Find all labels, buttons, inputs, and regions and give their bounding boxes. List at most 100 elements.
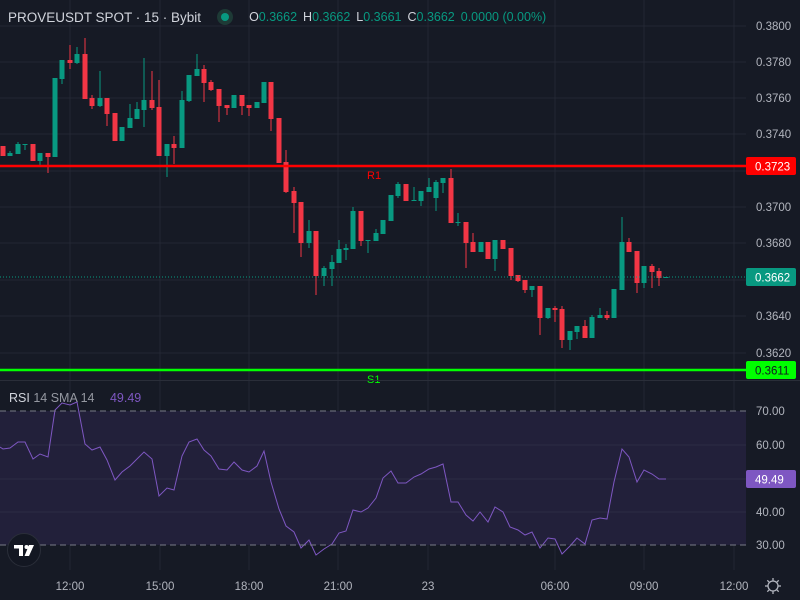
- candle: [134, 102, 140, 119]
- candle: [149, 71, 155, 110]
- low-value: 0.3661: [363, 10, 402, 24]
- symbol-title[interactable]: PROVEUSDT SPOT · 15 · Bybit: [8, 9, 202, 25]
- candle: [112, 113, 118, 141]
- candle: [508, 248, 514, 280]
- rsi-tick-label: 30.00: [756, 540, 785, 552]
- candle-body: [52, 78, 58, 157]
- candle: [201, 65, 207, 102]
- candle: [82, 38, 88, 99]
- candle-body: [329, 262, 335, 269]
- candle-body: [30, 144, 36, 161]
- candle-body: [298, 202, 304, 243]
- candle: [358, 211, 364, 246]
- candle: [448, 169, 454, 223]
- candle: [343, 244, 349, 260]
- candle-body: [448, 178, 454, 223]
- candle: [455, 213, 461, 226]
- candle-body: [291, 191, 297, 203]
- time-tick-label: 23: [422, 581, 435, 593]
- candle-body: [216, 89, 222, 106]
- candle: [208, 80, 214, 91]
- candle-body: [149, 100, 155, 108]
- candle: [373, 229, 379, 241]
- candle: [127, 104, 133, 128]
- candle: [246, 105, 252, 116]
- candle: [261, 82, 267, 103]
- r1-price-tag-text: 0.3723: [755, 162, 790, 174]
- candle: [463, 222, 469, 268]
- candle-body: [134, 109, 140, 119]
- candle-body: [350, 211, 356, 249]
- candle-body: [515, 275, 521, 281]
- candle-body: [268, 82, 274, 119]
- last-price-tag: 0.3662: [746, 268, 796, 286]
- candle-body: [261, 82, 267, 103]
- candle: [141, 58, 147, 127]
- time-axis[interactable]: 12:00 15:00 18:00 21:00 23 06:00 09:00 12:00: [56, 581, 749, 593]
- candle-body: [395, 184, 401, 196]
- candle-body: [283, 162, 289, 192]
- r1-price-tag-bg: [746, 157, 796, 175]
- candle-body: [656, 271, 662, 278]
- last-price-tag-text: 0.3662: [755, 273, 790, 285]
- change-value: 0.0000 (0.00%): [460, 10, 547, 24]
- candle-body: [582, 326, 588, 338]
- candle-body: [231, 95, 237, 108]
- tradingview-logo-icon[interactable]: [7, 533, 41, 567]
- candle-body: [626, 242, 632, 252]
- candle: [179, 91, 185, 148]
- candle-body: [611, 289, 617, 318]
- candle: [515, 275, 521, 282]
- candle: [186, 75, 192, 102]
- candle-body: [15, 144, 21, 154]
- price-axis[interactable]: 0.3800 0.3780 0.3760 0.3740 0.3700 0.3680 0.36…: [746, 21, 796, 379]
- pane-separator[interactable]: [0, 380, 800, 381]
- rsi-tick-label: 40.00: [756, 507, 785, 519]
- candle: [626, 238, 632, 252]
- rsi-legend[interactable]: RSI 14 SMA 14 49.49: [9, 391, 141, 405]
- candle-body: [649, 266, 655, 272]
- candle-body: [45, 153, 51, 157]
- settings-gear-icon[interactable]: [764, 577, 782, 595]
- time-tick-label: 15:00: [146, 581, 175, 593]
- candle: [440, 178, 446, 193]
- candle-body: [171, 144, 177, 148]
- candle-body: [239, 95, 245, 106]
- candle-body: [365, 240, 371, 241]
- candle-body: [508, 248, 514, 276]
- candle-body: [574, 326, 580, 332]
- s1-price-tag-bg: [746, 361, 796, 379]
- candles: [0, 38, 669, 350]
- candle-body: [388, 195, 394, 221]
- candle: [418, 191, 424, 206]
- candle-body: [67, 60, 73, 63]
- candle: [306, 220, 312, 248]
- candle-body: [604, 315, 610, 318]
- candle-body: [455, 222, 461, 223]
- candle-body: [321, 268, 327, 276]
- rsi-tick-label: 60.00: [756, 440, 785, 452]
- candle: [478, 242, 484, 252]
- candle-body: [440, 178, 446, 183]
- s1-price-tag: 0.3611: [746, 361, 796, 379]
- candle-body: [179, 100, 185, 148]
- market-status-icon[interactable]: [217, 9, 234, 25]
- candle: [589, 315, 595, 338]
- candle-body: [119, 127, 125, 141]
- candle-body: [186, 75, 192, 101]
- time-tick-label: 21:00: [324, 581, 353, 593]
- candle: [529, 286, 535, 297]
- rsi-axis[interactable]: 70.00 60.00 40.00 30.00 49.49: [746, 406, 796, 552]
- candle-body: [411, 200, 417, 201]
- candle-body: [246, 105, 252, 108]
- candle: [194, 54, 200, 76]
- candle-body: [634, 251, 640, 283]
- candle: [403, 184, 409, 201]
- candle-body: [224, 105, 230, 108]
- candle-body: [641, 266, 647, 283]
- candle: [649, 264, 655, 288]
- candle-body: [164, 144, 170, 156]
- candle: [216, 89, 222, 122]
- candle-body: [373, 233, 379, 241]
